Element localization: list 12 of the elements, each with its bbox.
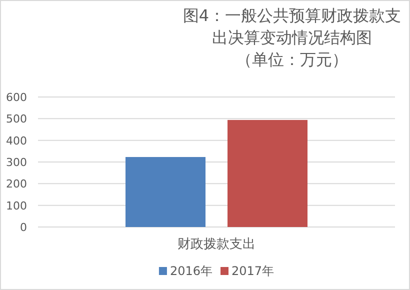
y-tick-label: 300 (6, 156, 27, 169)
y-tick-label: 500 (6, 112, 27, 126)
y-tick-label: 0 (20, 221, 27, 234)
y-tick-label: 400 (6, 134, 27, 148)
legend-label: 2017年 (232, 264, 274, 278)
x-tick-label: 财政拨款支出 (178, 237, 256, 252)
y-tick-label: 100 (6, 199, 27, 212)
chart-subtitle: （单位：万元） (235, 49, 349, 71)
y-tick-label: 200 (6, 178, 27, 191)
chart-title: 图4：一般公共预算财政拨款支出决算变动情况结构图 (182, 5, 402, 49)
y-tick-label: 600 (6, 91, 27, 104)
legend-label: 2016年 (170, 264, 212, 278)
